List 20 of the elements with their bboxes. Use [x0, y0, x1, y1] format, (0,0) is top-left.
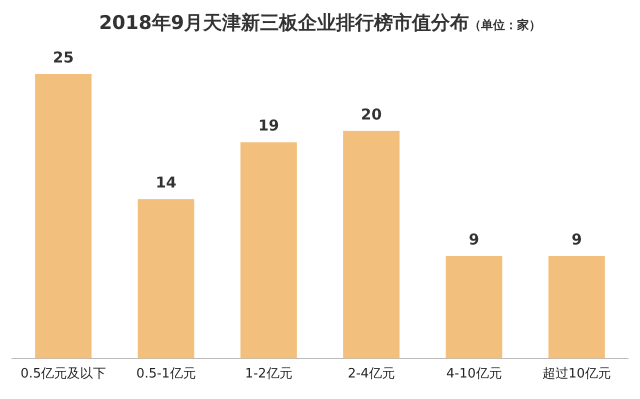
x-tick-label: 0.5亿元及以下	[20, 366, 106, 382]
x-tick-label: 超过10亿元	[542, 366, 611, 382]
data-label: 14	[156, 174, 176, 192]
bar	[240, 142, 297, 358]
data-label: 20	[360, 105, 382, 124]
x-tick-label: 4-10亿元	[446, 366, 502, 382]
data-label: 9	[571, 230, 582, 248]
bar	[446, 256, 502, 358]
x-tick-label: 1-2亿元	[245, 366, 292, 382]
x-tick-label: 2-4亿元	[348, 366, 395, 382]
bar	[548, 256, 605, 358]
bar	[343, 130, 400, 358]
x-tick-label: 0.5-1亿元	[136, 366, 196, 382]
bar	[35, 74, 92, 358]
data-label: 25	[52, 48, 74, 66]
chart-subtitle: （单位：家）	[469, 18, 542, 32]
data-label: 19	[258, 116, 280, 135]
bar	[138, 199, 194, 358]
chart-title: 2018年9月天津新三板企业排行榜市值分布	[98, 12, 470, 34]
data-label: 9	[468, 230, 480, 248]
